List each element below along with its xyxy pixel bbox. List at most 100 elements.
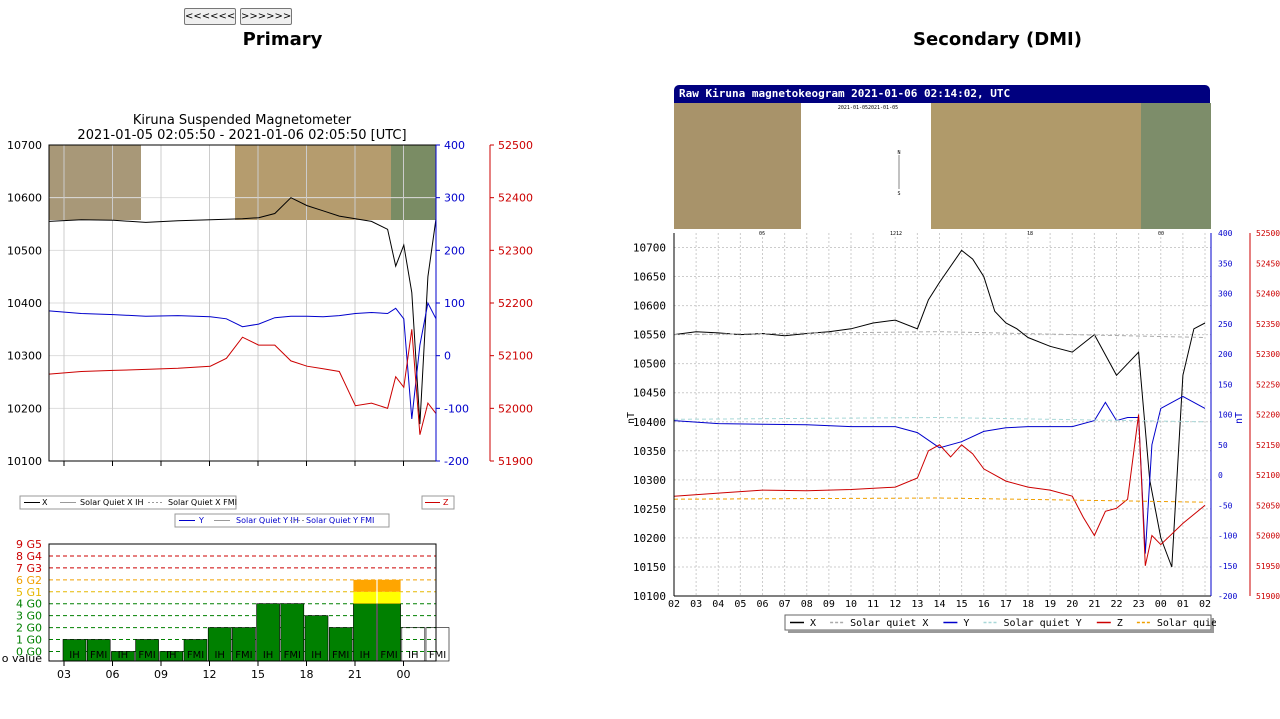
primary-series-x bbox=[48, 197, 437, 425]
kp-x-tick: 09 bbox=[154, 668, 168, 681]
kp-bar-source-label: FMI bbox=[332, 650, 349, 661]
primary-heading: Primary bbox=[242, 29, 323, 50]
kp-bar-segment-orange bbox=[377, 579, 401, 592]
dmi-y-left-tick: 10300 bbox=[633, 474, 666, 487]
dmi-magnetometer-chart: 2021-01-052021-01-05 N S 06 1212 18 00 1… bbox=[626, 103, 1280, 610]
primary-y-left-tick: 10400 bbox=[7, 297, 42, 310]
dmi-y-red-tick: 52450 bbox=[1256, 259, 1280, 268]
kp-y-label: 8 G4 bbox=[16, 550, 42, 563]
dmi-y-blue-tick: -200 bbox=[1218, 592, 1237, 601]
kp-x-tick: 21 bbox=[348, 668, 362, 681]
dmi-x-tick: 23 bbox=[1133, 599, 1145, 610]
dmi-x-tick: 00 bbox=[1155, 599, 1167, 610]
dmi-legend-label: Y bbox=[963, 618, 969, 629]
kp-x-tick: 00 bbox=[397, 668, 411, 681]
dmi-x-tick: 18 bbox=[1022, 599, 1034, 610]
primary-y-blue-tick: 300 bbox=[444, 192, 465, 205]
kp-bar-source-label: IH bbox=[214, 650, 224, 661]
dmi-y-left-tick: 10250 bbox=[633, 503, 666, 516]
dmi-y-left-tick: 10400 bbox=[633, 416, 666, 429]
kp-bar-source-label: IH bbox=[118, 650, 128, 661]
primary-y-left-tick: 10100 bbox=[7, 455, 42, 468]
primary-y-left-tick: 10300 bbox=[7, 350, 42, 363]
dmi-series-x bbox=[673, 249, 1206, 568]
kp-bar-source-label: IH bbox=[360, 650, 370, 661]
kp-y-label: 6 G2 bbox=[16, 574, 42, 587]
primary-y-red-tick: 52200 bbox=[498, 297, 533, 310]
kp-bar-source-label: FMI bbox=[380, 650, 397, 661]
dmi-y-red-tick: 51950 bbox=[1256, 562, 1280, 571]
dmi-y-blue-tick: 50 bbox=[1218, 441, 1228, 450]
primary-y-red-tick: 52400 bbox=[498, 192, 533, 205]
dmi-x-tick: 22 bbox=[1110, 599, 1122, 610]
dmi-chart-title: Raw Kiruna magnetokeogram 2021-01-06 02:… bbox=[679, 87, 1011, 100]
kp-x-tick: 15 bbox=[251, 668, 265, 681]
dmi-y-red-tick: 52050 bbox=[1256, 501, 1280, 510]
primary-magnetometer-chart: Kiruna Suspended Magnetometer 2021-01-05… bbox=[7, 113, 533, 468]
dmi-y-blue-tick: 200 bbox=[1218, 350, 1233, 359]
dmi-title-bar: Raw Kiruna magnetokeogram 2021-01-06 02:… bbox=[674, 85, 1210, 103]
dmi-x-tick: 09 bbox=[823, 599, 835, 610]
dmi-y-blue-tick: -100 bbox=[1218, 532, 1237, 541]
primary-y-blue-tick: -200 bbox=[444, 455, 469, 468]
dmi-y-blue-tick: 300 bbox=[1218, 290, 1233, 299]
kp-y-label: 7 G3 bbox=[16, 562, 42, 575]
dmi-y-blue-tick: -150 bbox=[1218, 562, 1237, 571]
primary-legend: X Solar Quiet X IH Solar Quiet X FMI Z Y… bbox=[19, 495, 455, 528]
primary-series-y bbox=[48, 301, 437, 419]
prev-arrow-button[interactable]: <<<<<< bbox=[184, 8, 236, 25]
primary-y-red-tick: 51900 bbox=[498, 455, 533, 468]
dmi-y-red-tick: 52200 bbox=[1256, 411, 1280, 420]
kp-x-tick: 06 bbox=[106, 668, 120, 681]
dmi-y-left-tick: 10650 bbox=[633, 271, 666, 284]
primary-y-red-tick: 52100 bbox=[498, 350, 533, 363]
kp-y-label: 9 G5 bbox=[16, 538, 42, 551]
dmi-x-tick: 03 bbox=[690, 599, 702, 610]
dmi-y-blue-tick: 100 bbox=[1218, 411, 1233, 420]
dmi-y-red-tick: 51900 bbox=[1256, 592, 1280, 601]
dmi-y-left-tick: 10450 bbox=[633, 387, 666, 400]
dmi-y-red-tick: 52300 bbox=[1256, 350, 1280, 359]
dmi-legend: X Solar quiet X Y Solar quiet Y Z Solar quiet… bbox=[784, 614, 1216, 633]
dmi-x-tick: 10 bbox=[845, 599, 857, 610]
kp-bar-source-label: FMI bbox=[138, 650, 155, 661]
dmi-x-tick: 15 bbox=[956, 599, 968, 610]
dmi-y-left-tick: 10150 bbox=[633, 561, 666, 574]
dmi-x-tick: 14 bbox=[933, 599, 945, 610]
dmi-x-tick: 02 bbox=[668, 599, 680, 610]
primary-y-red-tick: 52500 bbox=[498, 139, 533, 152]
primary-y-blue-tick: 200 bbox=[444, 244, 465, 257]
kp-y-label: 3 G0 bbox=[16, 610, 42, 623]
keogram-date-label: 2021-01-052021-01-05 bbox=[838, 105, 898, 111]
keogram-north-label: N bbox=[897, 150, 900, 156]
primary-y-blue-tick: 100 bbox=[444, 297, 465, 310]
dmi-x-tick: 13 bbox=[911, 599, 923, 610]
kp-bar-segment-yellow bbox=[353, 591, 377, 604]
dmi-y-red-tick: 52500 bbox=[1256, 229, 1280, 238]
dmi-x-tick: 19 bbox=[1044, 599, 1056, 610]
dmi-y-blue-tick: -50 bbox=[1218, 501, 1233, 510]
primary-y-left-tick: 10700 bbox=[7, 139, 42, 152]
primary-y-left-tick: 10600 bbox=[7, 192, 42, 205]
kp-y-label: 0 G0 bbox=[16, 645, 42, 658]
dmi-legend-label: Z bbox=[1117, 618, 1123, 629]
primary-chart-subtitle: 2021-01-05 02:05:50 - 2021-01-06 02:05:5… bbox=[77, 128, 406, 143]
dmi-x-tick: 01 bbox=[1177, 599, 1189, 610]
next-arrow-button[interactable]: >>>>>> bbox=[240, 8, 292, 25]
legend-y: Y bbox=[198, 516, 204, 525]
dmi-legend-label: Solar quiet Z bbox=[1157, 618, 1216, 629]
primary-y-blue-tick: 0 bbox=[444, 350, 451, 363]
kp-bar-segment-yellow bbox=[377, 591, 401, 604]
dmi-y-left-tick: 10350 bbox=[633, 445, 666, 458]
dmi-legend-label: X bbox=[810, 618, 816, 629]
dmi-x-tick: 20 bbox=[1066, 599, 1078, 610]
dmi-y-right-axis-label: nT bbox=[1234, 412, 1245, 424]
dmi-y-red-tick: 52250 bbox=[1256, 380, 1280, 389]
kp-bar-source-label: IH bbox=[166, 650, 176, 661]
primary-y-blue-tick: -100 bbox=[444, 402, 469, 415]
kp-y-label: o value bbox=[2, 652, 43, 665]
primary-y-red-tick: 52000 bbox=[498, 402, 533, 415]
primary-y-left-tick: 10200 bbox=[7, 402, 42, 415]
dmi-x-tick: 16 bbox=[978, 599, 990, 610]
dmi-x-tick: 08 bbox=[801, 599, 813, 610]
